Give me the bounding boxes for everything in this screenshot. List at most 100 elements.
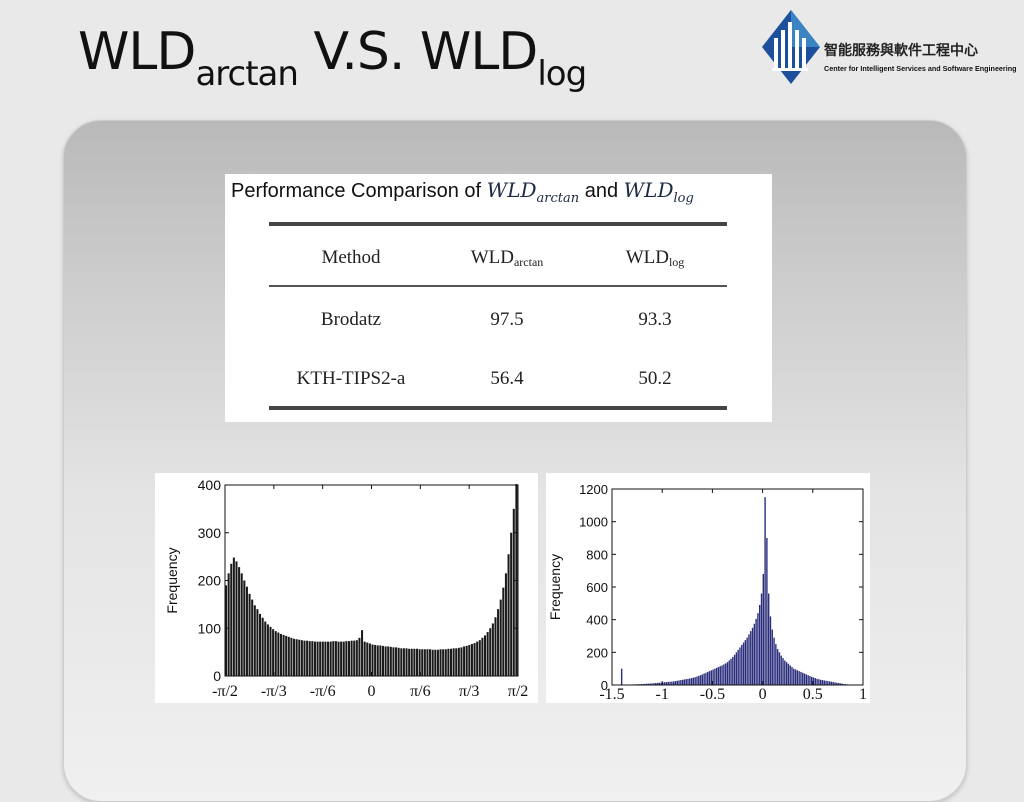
histogram-bar [682, 680, 683, 685]
histogram-bar [764, 497, 765, 685]
histogram-bar [492, 623, 494, 676]
title-mid: V.S. WLD [298, 22, 537, 82]
y-axis-label: Frequency [547, 554, 563, 620]
histogram-bar [377, 645, 379, 676]
histogram-bar [487, 632, 489, 676]
histogram-bar [283, 635, 285, 676]
histogram-bar [372, 644, 374, 676]
histogram-bar [303, 641, 305, 676]
histogram-bar [768, 594, 769, 685]
histogram-bar [784, 661, 785, 686]
histogram-bar [484, 635, 486, 676]
histogram-bar [285, 636, 287, 676]
histogram-bar [502, 588, 504, 676]
histogram-bar [725, 663, 726, 685]
histogram-bar [729, 661, 730, 686]
row-brodatz-method: Brodatz [271, 309, 431, 331]
histogram-bar [621, 669, 622, 685]
histogram-bar [734, 655, 735, 685]
histogram-bar [736, 652, 737, 685]
histogram-bar [711, 670, 712, 685]
y-tick-label: 200 [586, 645, 608, 660]
histogram-bar [254, 605, 256, 676]
histogram-bar [772, 629, 773, 685]
histogram-bar [249, 594, 251, 676]
header-arctan-base: WLD [471, 247, 514, 268]
histogram-bar [317, 642, 319, 676]
comparison-title-math1-base: WLD [487, 178, 537, 202]
histogram-bar [510, 533, 512, 676]
header-arctan: WLDarctan [427, 247, 587, 270]
histogram-bar [714, 669, 715, 685]
histogram-bar [269, 627, 271, 676]
header-log-base: WLD [626, 247, 669, 268]
histogram-bar [374, 645, 376, 676]
histogram-bar [272, 629, 274, 676]
histogram-bar [807, 675, 808, 685]
x-tick-label: 1 [859, 686, 867, 703]
histogram-bar [720, 666, 721, 685]
histogram-bar [324, 642, 326, 676]
histogram-bar [748, 634, 749, 685]
histogram-bar [251, 600, 253, 676]
histogram-bar [716, 668, 717, 685]
comparison-title: Performance Comparison of WLDarctan and … [231, 178, 694, 206]
histogram-bar [356, 640, 358, 676]
y-axis-label: Frequency [164, 547, 180, 613]
comparison-title-math2: WLDlog [624, 178, 694, 202]
histogram-bar [723, 664, 724, 685]
histogram-bar [696, 677, 697, 685]
histogram-bar [791, 667, 792, 685]
histogram-bar [259, 614, 261, 676]
histogram-bar [264, 622, 266, 676]
row-brodatz-arctan: 97.5 [427, 309, 587, 331]
histogram-bar [238, 567, 240, 676]
histogram-bar [752, 628, 753, 685]
table-header-rule [269, 285, 727, 287]
histogram-bar [440, 649, 442, 676]
histogram-bar [750, 631, 751, 685]
y-tick-label: 400 [586, 613, 608, 628]
table-bottom-rule [269, 406, 727, 410]
comparison-title-math1-sub: arctan [537, 191, 580, 206]
histogram-bar [489, 628, 491, 676]
histogram-bar [322, 642, 324, 676]
histogram-bar [301, 640, 303, 676]
histogram-bar [703, 674, 704, 685]
title-main: WLD [78, 22, 195, 82]
logo-chinese-name: 智能服務與軟件工程中心 [824, 40, 978, 60]
histogram-bar [413, 649, 415, 676]
histogram-bar [705, 673, 706, 685]
histogram-bar [827, 681, 828, 685]
x-tick-label: -π/6 [310, 683, 336, 700]
histogram-bar [466, 646, 468, 676]
histogram-bar [345, 641, 347, 676]
histogram-bar [398, 648, 400, 676]
comparison-title-math2-sub: log [674, 191, 694, 206]
histogram-bar [426, 649, 428, 676]
histogram-bar [416, 649, 418, 676]
histogram-bar [474, 643, 476, 676]
histogram-bar [793, 669, 794, 685]
x-tick-label: -1 [656, 686, 669, 703]
histogram-bar [311, 641, 313, 676]
histogram-bar [411, 649, 413, 676]
histogram-bar [804, 674, 805, 685]
histogram-bar [788, 664, 789, 685]
histogram-bar [786, 662, 787, 685]
histogram-bar [824, 680, 825, 685]
histogram-bar [379, 645, 381, 676]
center-logo: 智能服務與軟件工程中心 Center for Intelligent Servi… [760, 8, 1020, 86]
x-tick-label: -π/3 [261, 683, 287, 700]
histogram-bar [500, 600, 502, 676]
row-kth-method: KTH-TIPS2-a [271, 368, 431, 390]
row-kth-arctan: 56.4 [427, 368, 587, 390]
histogram-bar [343, 642, 345, 676]
histogram-bar [707, 672, 708, 685]
histogram-bar [403, 648, 405, 676]
histogram-bar [385, 646, 387, 676]
histogram-bar [770, 616, 771, 685]
